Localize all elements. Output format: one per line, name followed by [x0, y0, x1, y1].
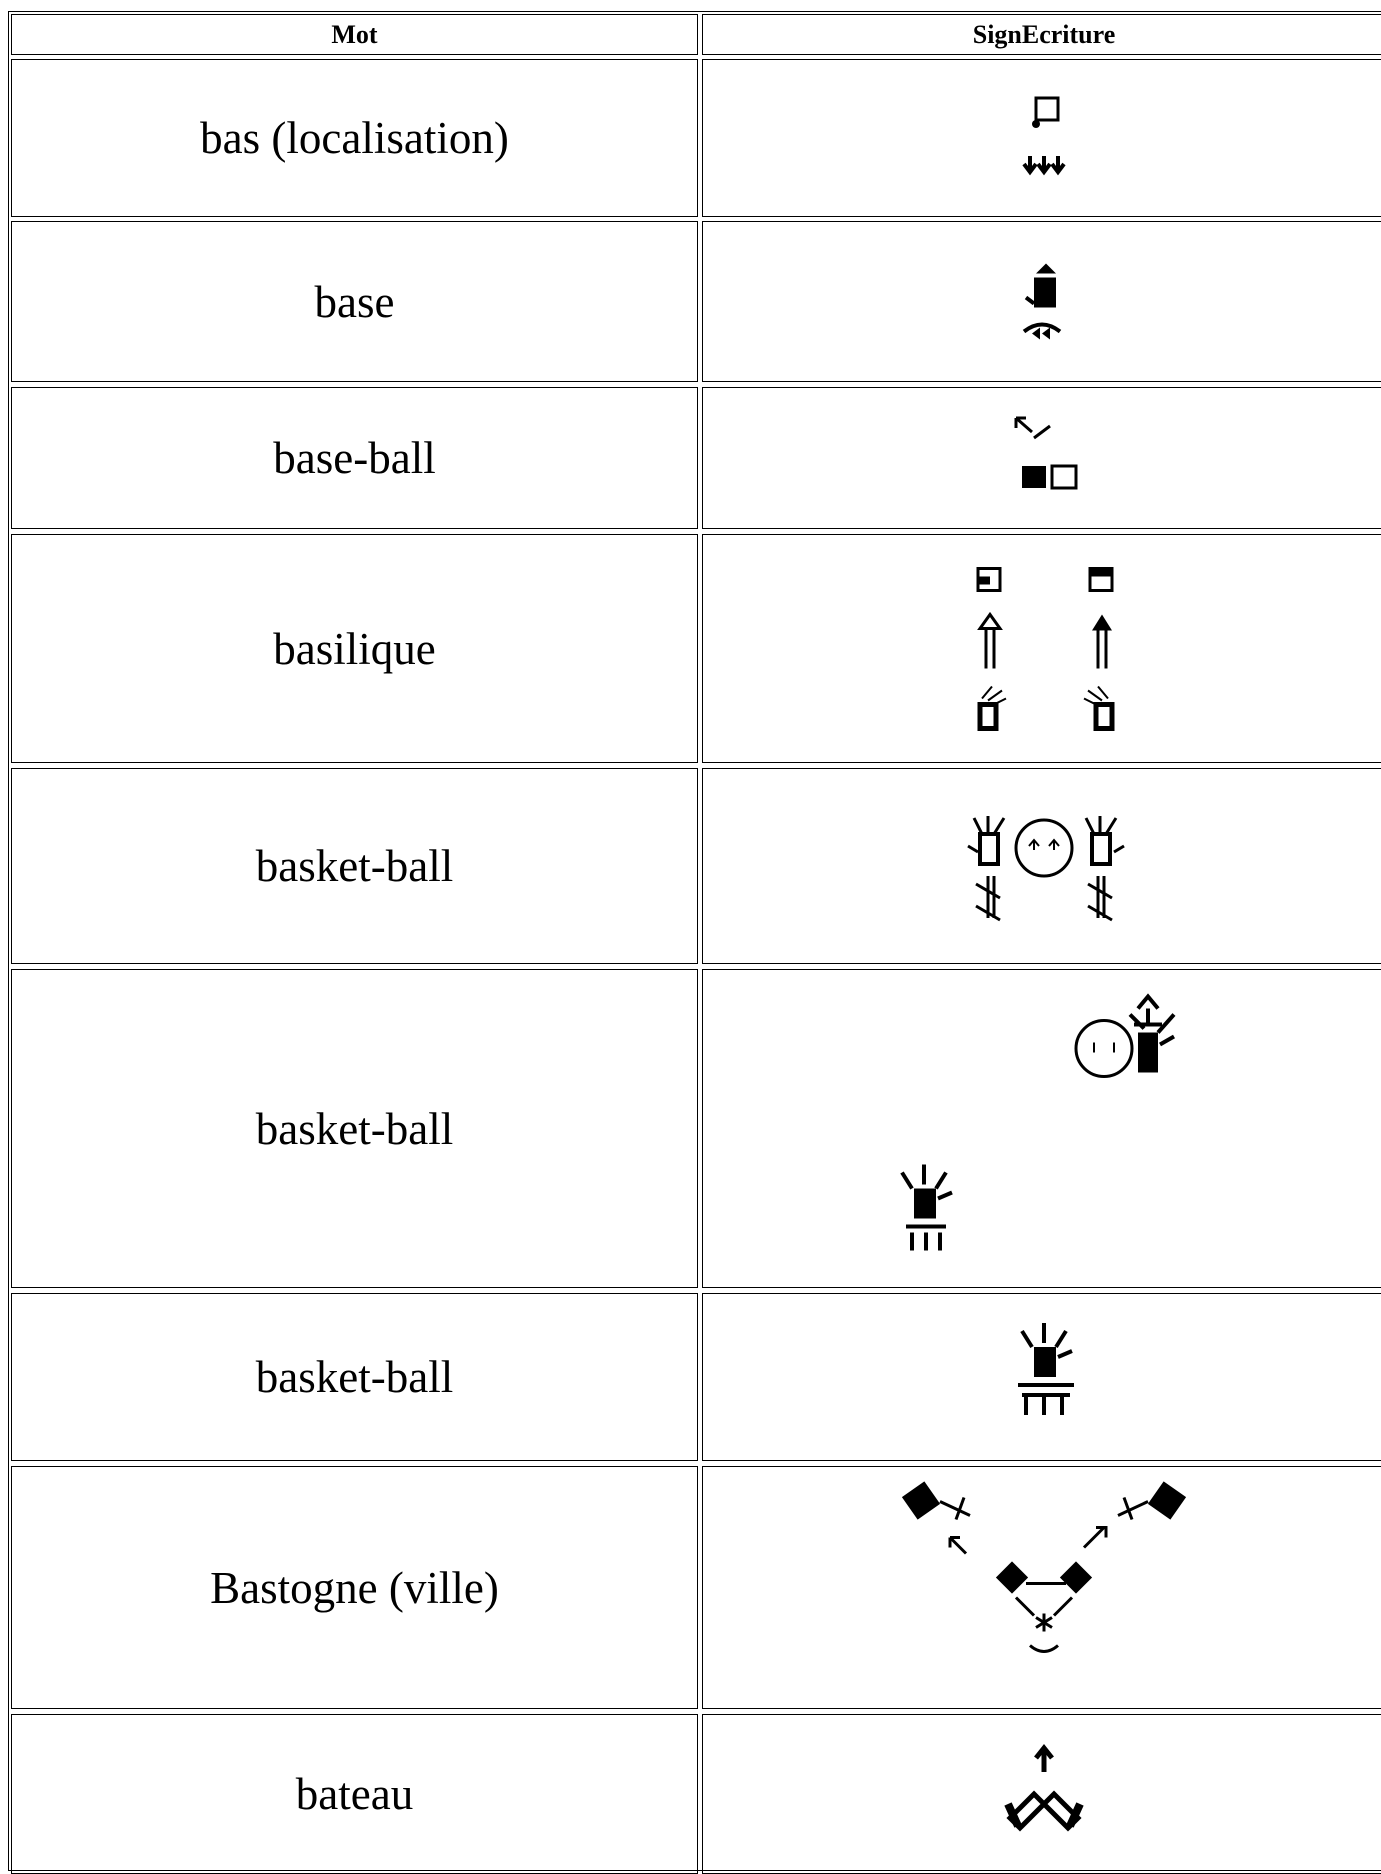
sign-glyph: [1018, 1323, 1074, 1415]
sign-glyph: [900, 993, 1176, 1251]
sign-cell: [702, 1466, 1381, 1709]
word-cell: bas (localisation): [11, 59, 698, 217]
sign-cell: [702, 768, 1381, 964]
sign-glyph: [967, 816, 1125, 922]
sign-cell: [702, 59, 1381, 217]
word-cell: basket-ball: [11, 768, 698, 964]
column-header: SignEcriture: [702, 14, 1381, 55]
word-cell: basket-ball: [11, 1293, 698, 1461]
word-cell: base-ball: [11, 387, 698, 529]
sign-glyph: [901, 1481, 1187, 1653]
sign-cell: [702, 1293, 1381, 1461]
word-cell: Bastogne (ville): [11, 1466, 698, 1709]
word-cell: bateau: [11, 1714, 698, 1874]
sign-cell: [702, 969, 1381, 1288]
word-cell: basilique: [11, 534, 698, 763]
word-cell: basket-ball: [11, 969, 698, 1288]
sign-cell: [702, 387, 1381, 529]
sign-glyph: [1004, 1743, 1084, 1832]
sign-cell: [702, 1714, 1381, 1874]
sign-glyph: [1022, 263, 1062, 340]
sign-glyph: [976, 567, 1115, 731]
sign-cell: [702, 534, 1381, 763]
sign-glyph: [1014, 416, 1078, 490]
sign-glyph: [1022, 96, 1066, 176]
sign-cell: [702, 221, 1381, 382]
column-header: Mot: [11, 14, 698, 55]
word-cell: base: [11, 221, 698, 382]
